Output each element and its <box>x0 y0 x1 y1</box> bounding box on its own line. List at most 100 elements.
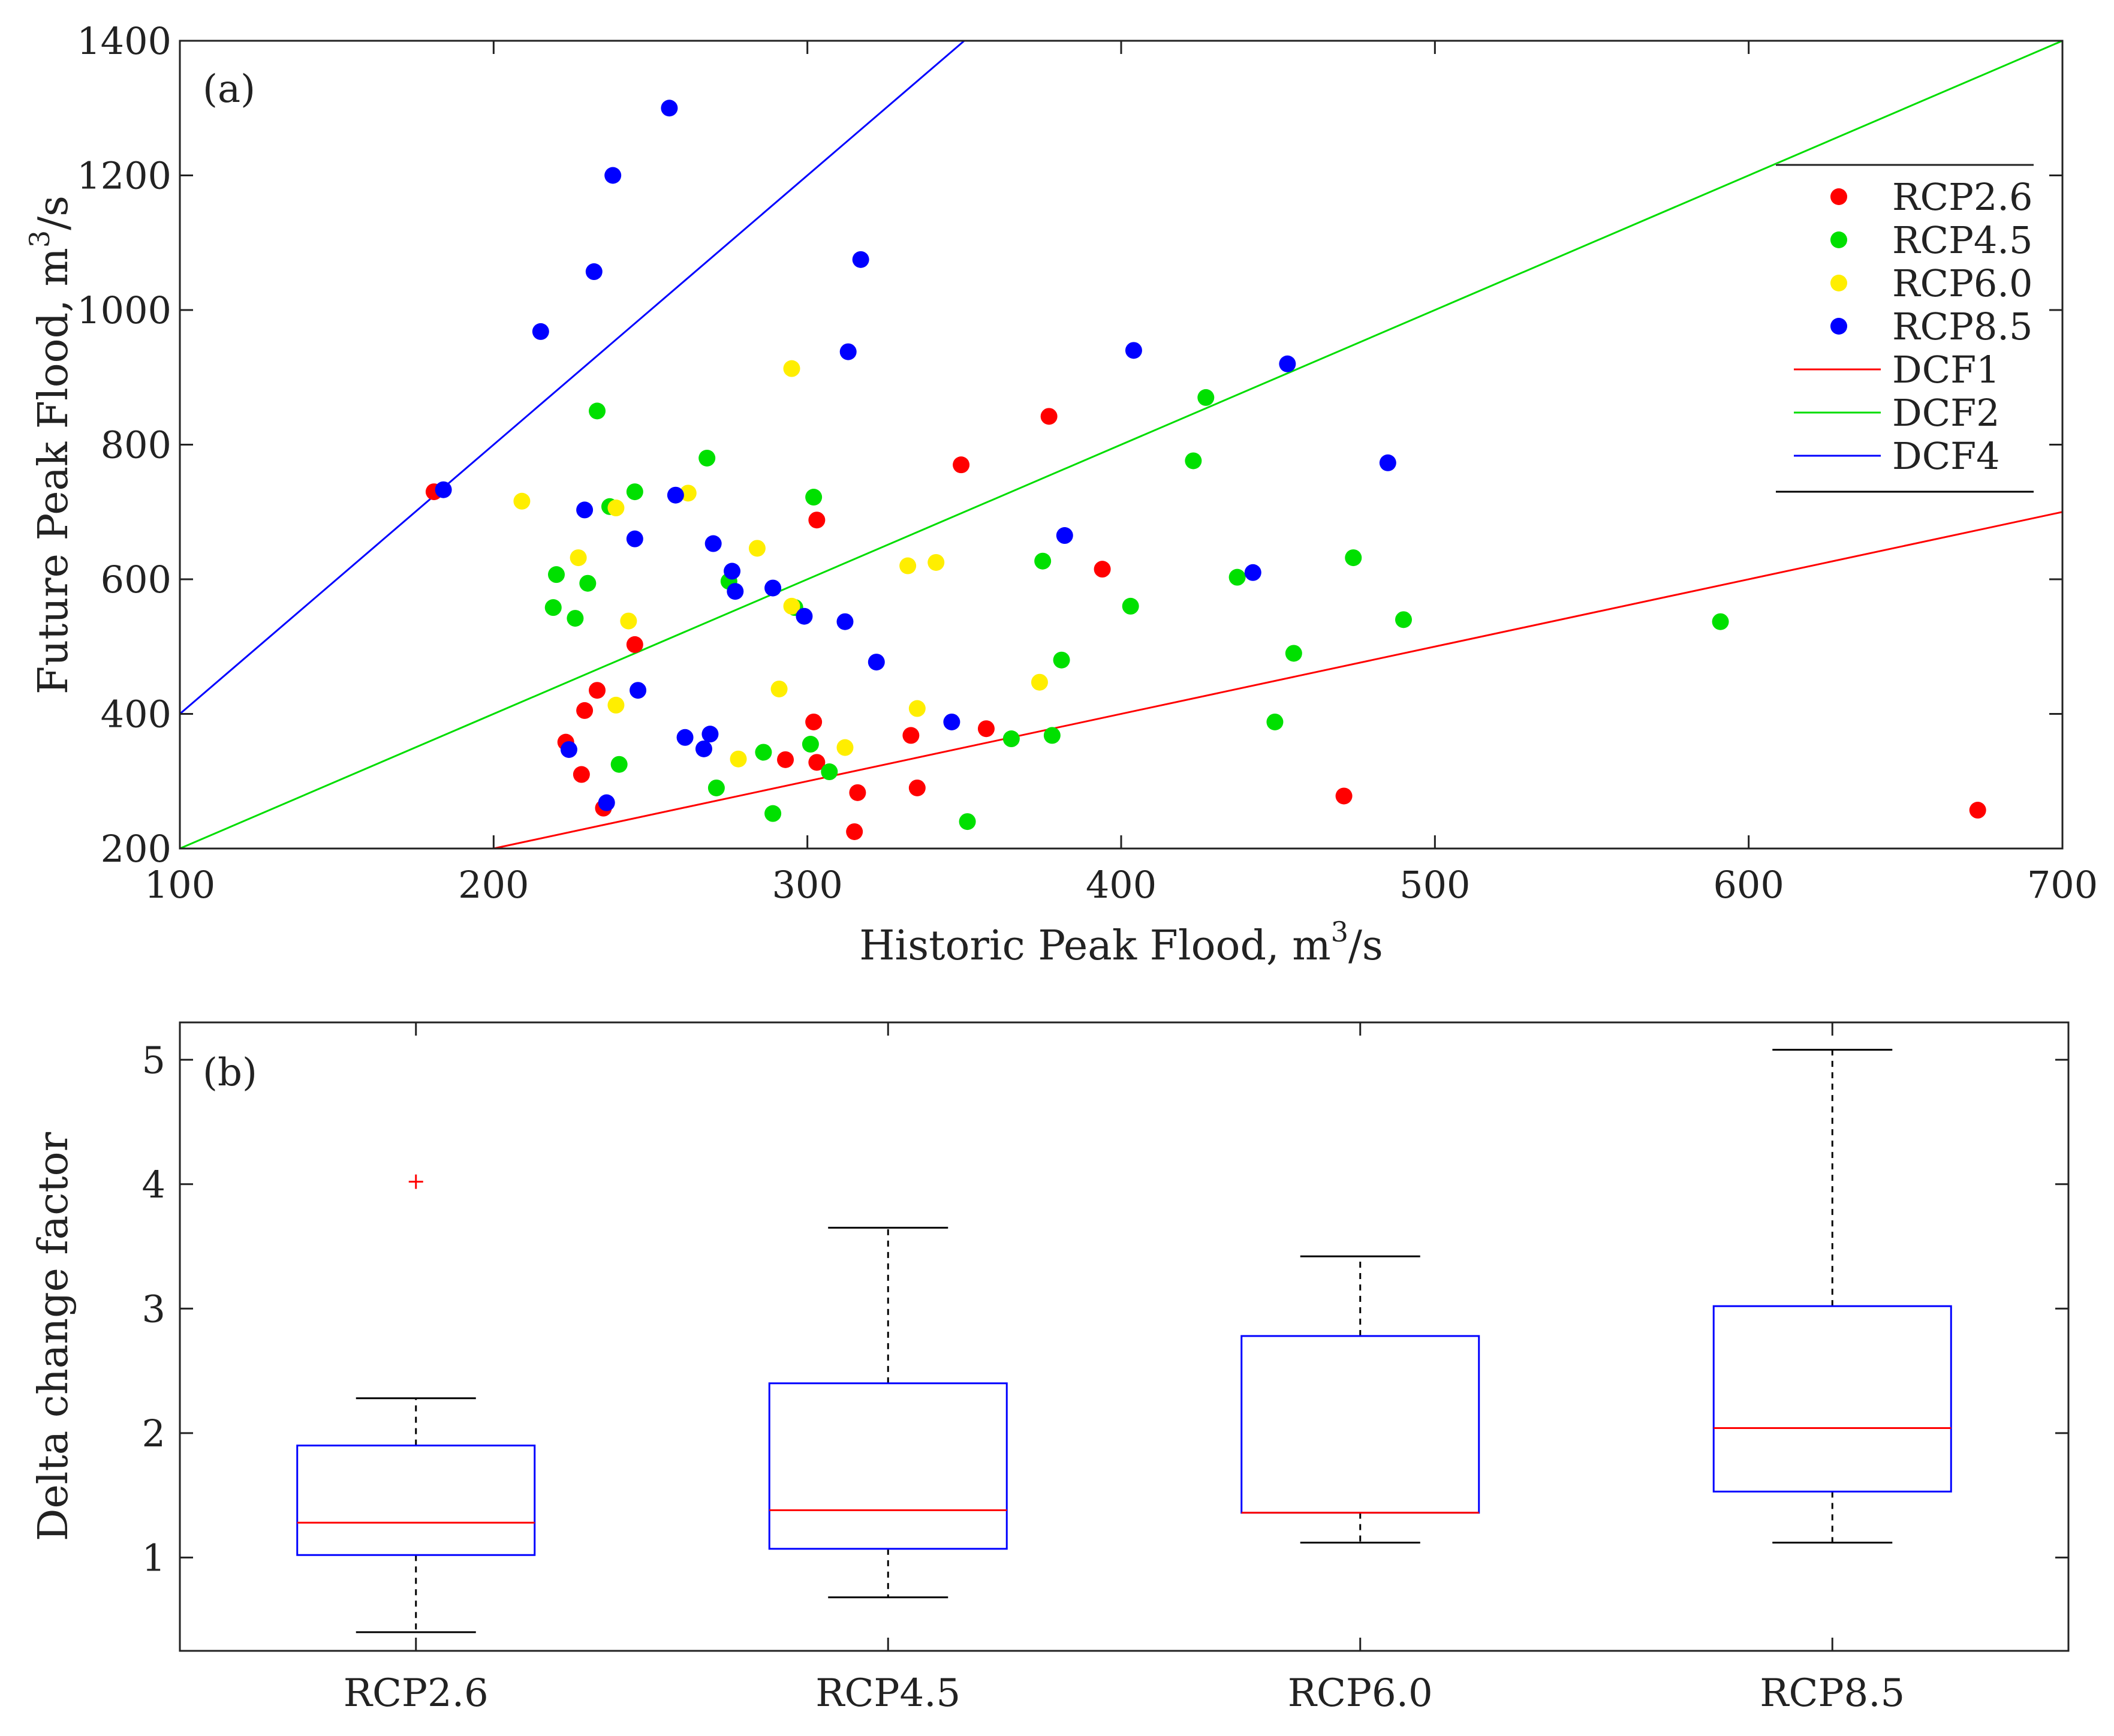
scatter-point <box>943 713 960 730</box>
scatter-point <box>730 750 747 768</box>
scatter-point <box>630 682 647 699</box>
scatter-point <box>724 562 741 580</box>
boxplot-y-axis-label: Delta change factor <box>30 1132 77 1541</box>
scatter-point <box>607 696 625 714</box>
x-tick-label: RCP4.5 <box>815 1671 960 1716</box>
scatter-point <box>435 481 452 498</box>
boxplot-frame <box>179 1021 2070 1652</box>
legend-label: RCP6.0 <box>1892 261 2032 305</box>
legend-label: RCP4.5 <box>1892 218 2032 262</box>
boxplot-panel: 1 2 3 4 5 RCP2.6 RCP4.5 RCP6.0 RCP8.5 (b) Delta … <box>30 1021 2070 1716</box>
scatter-point <box>852 251 869 268</box>
outlier-marker <box>408 1174 423 1189</box>
scatter-point <box>1712 613 1729 630</box>
scatter-point <box>548 566 565 583</box>
x-tick-label: 300 <box>772 863 842 907</box>
y-tick-label: 1000 <box>77 288 171 332</box>
scatter-point <box>626 483 643 501</box>
series-rcp45 <box>544 389 1729 831</box>
y-tick-label: 400 <box>101 693 171 736</box>
scatter-point <box>620 612 637 630</box>
scatter-point <box>1266 713 1284 730</box>
box-rcp45 <box>768 1226 1008 1599</box>
scatter-point <box>544 599 562 616</box>
scatter-point <box>868 654 885 671</box>
scatter-point <box>953 456 970 474</box>
scatter-point <box>836 739 854 756</box>
scatter-point <box>576 501 594 519</box>
y-tick-label: 200 <box>101 827 171 871</box>
scatter-point <box>927 553 945 571</box>
x-tick-label: 700 <box>2027 863 2098 907</box>
box-rcp26 <box>296 1174 536 1633</box>
scatter-point <box>626 530 643 547</box>
scatter-point <box>1395 611 1412 628</box>
scatter-point <box>610 756 628 773</box>
scatter-point <box>513 492 531 510</box>
scatter-point <box>1122 597 1139 615</box>
scatter-point <box>764 579 782 597</box>
boxplot-panel-label: (b) <box>203 1051 257 1095</box>
scatter-point <box>695 740 712 757</box>
iqr-box <box>296 1445 536 1556</box>
y-tick-label: 5 <box>142 1038 165 1082</box>
scatter-point <box>1053 651 1070 669</box>
scatter-x-axis-label: Historic Peak Flood, m3/s <box>859 916 1383 970</box>
scatter-point <box>727 583 744 600</box>
y-tick-label: 2 <box>142 1412 165 1455</box>
scatter-point <box>661 100 678 117</box>
scatter-point <box>908 779 926 796</box>
scatter-point <box>626 636 643 653</box>
scatter-point <box>1185 452 1202 470</box>
scatter-point <box>1969 802 1986 819</box>
x-tick-label: 400 <box>1086 863 1157 907</box>
scatter-point <box>570 549 587 567</box>
x-tick-label: RCP8.5 <box>1760 1671 1905 1716</box>
legend-label: DCF1 <box>1892 348 2000 392</box>
scatter-point <box>849 784 866 801</box>
series-rcp26 <box>425 408 1986 840</box>
y-tick-label: 1200 <box>77 154 171 198</box>
scatter-point <box>573 766 590 783</box>
scatter-point <box>1094 561 1111 578</box>
series-rcp60 <box>513 360 1048 768</box>
x-tick-label: RCP2.6 <box>344 1671 489 1716</box>
scatter-point <box>821 763 838 781</box>
scatter-point <box>808 512 826 529</box>
boxplot-boxes <box>296 1049 1952 1633</box>
y-tick-label: 3 <box>142 1287 165 1331</box>
scatter-panel: 100 200 300 400 500 600 7002004006008001000120… <box>23 19 2098 970</box>
scatter-panel-label: (a) <box>203 67 255 112</box>
legend-label: RCP2.6 <box>1892 175 2032 219</box>
dcf1-line <box>493 511 2063 850</box>
scatter-point <box>777 751 794 768</box>
x-tick-label: 600 <box>1713 863 1784 907</box>
scatter-point <box>707 779 725 796</box>
scatter-point <box>704 535 722 552</box>
x-tick-label: 100 <box>144 863 215 907</box>
scatter-point <box>604 167 622 184</box>
y-tick-label: 4 <box>142 1163 165 1207</box>
y-tick-label: 800 <box>101 423 171 467</box>
iqr-box <box>1240 1335 1480 1514</box>
scatter-point <box>1345 549 1362 567</box>
box-rcp60 <box>1240 1255 1480 1544</box>
scatter-point <box>1285 645 1302 662</box>
y-tick-label: 1 <box>142 1536 165 1579</box>
scatter-point <box>532 323 549 340</box>
scatter-point <box>698 449 716 467</box>
iqr-box <box>768 1382 1008 1550</box>
legend-label: RCP8.5 <box>1892 305 2032 348</box>
scatter-point <box>1034 552 1052 570</box>
scatter-point <box>589 402 606 420</box>
scatter-point <box>902 727 920 744</box>
scatter-point <box>1056 527 1073 544</box>
scatter-point <box>567 610 584 627</box>
scatter-point <box>783 597 800 615</box>
scatter-point <box>802 736 819 753</box>
x-tick-label: 200 <box>458 863 529 907</box>
scatter-point <box>1244 564 1261 581</box>
scatter-point <box>701 726 719 743</box>
